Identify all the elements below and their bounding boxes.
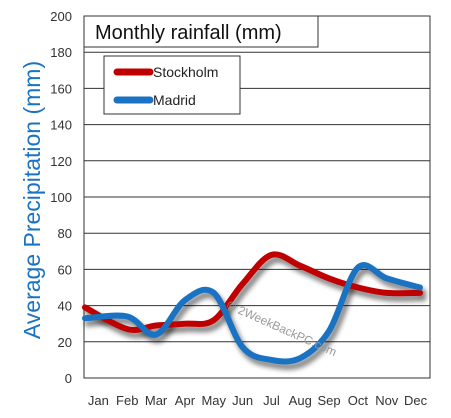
x-tick-label: Feb <box>116 393 138 408</box>
legend-box <box>103 55 241 115</box>
series-lines <box>82 251 423 365</box>
title-box <box>83 15 319 48</box>
y-tick-label: 140 <box>50 118 72 133</box>
y-tick-label: 100 <box>50 190 72 205</box>
x-tick-label: Jul <box>263 393 280 408</box>
grid-lines <box>84 51 430 343</box>
x-tick-label: Apr <box>175 393 196 408</box>
series-shadow-madrid <box>84 266 427 370</box>
y-tick-label: 20 <box>58 335 72 350</box>
y-tick-label: 200 <box>50 9 72 24</box>
x-tick-label: Oct <box>348 393 369 408</box>
y-tick-labels: 0 20 40 60 80 100 120 140 160 180 200 <box>50 9 72 386</box>
legend-label-stockholm: Stockholm <box>153 64 218 80</box>
x-tick-label: Dec <box>404 393 428 408</box>
series-line-stockholm <box>82 251 423 333</box>
x-tick-label: Jan <box>88 393 109 408</box>
series-shadow-stockholm <box>84 255 427 339</box>
x-tick-label: Jun <box>232 393 253 408</box>
y-tick-label: 60 <box>58 262 72 277</box>
x-tick-labels: Jan Feb Mar Apr May Jun Jul Aug Sep Oct Nov Dec <box>88 393 428 408</box>
legend-label-madrid: Madrid <box>153 92 196 108</box>
y-tick-label: 180 <box>50 45 72 60</box>
legend: Stockholm Madrid <box>103 55 241 115</box>
y-axis-title: Average Precipitation (mm) <box>19 61 45 339</box>
x-tick-label: Mar <box>145 393 168 408</box>
y-tick-label: 80 <box>58 226 72 241</box>
y-tick-label: 160 <box>50 81 72 96</box>
y-tick-label: 0 <box>65 371 72 386</box>
x-tick-label: May <box>201 393 226 408</box>
x-tick-label: Nov <box>375 393 399 408</box>
chart-title: Monthly rainfall (mm) <box>95 22 282 44</box>
series-line-madrid <box>82 262 423 365</box>
x-tick-label: Sep <box>318 393 341 408</box>
y-tick-label: 40 <box>58 299 72 314</box>
y-tick-label: 120 <box>50 154 72 169</box>
x-tick-label: Aug <box>289 393 312 408</box>
series-shadows <box>84 255 427 370</box>
